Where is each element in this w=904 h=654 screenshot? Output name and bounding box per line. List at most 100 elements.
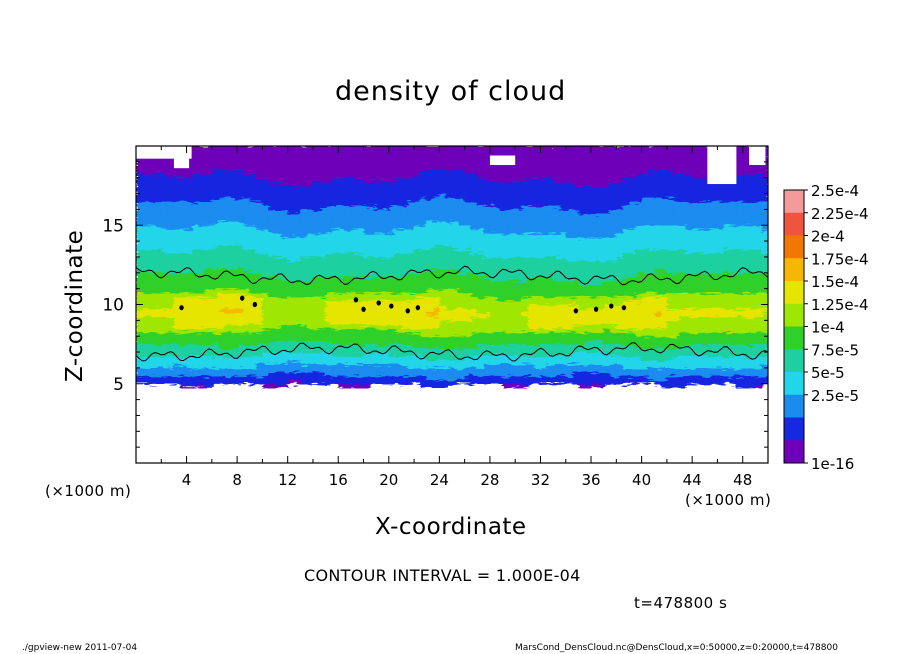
- density-cell: [268, 192, 276, 199]
- density-cell: [597, 327, 605, 333]
- density-cell: [439, 303, 447, 310]
- density-cell: [584, 367, 592, 373]
- density-cell: [508, 379, 516, 385]
- density-cell: [205, 327, 213, 333]
- density-cell: [237, 371, 245, 377]
- density-cell: [376, 363, 384, 369]
- density-cell: [331, 347, 340, 353]
- density-cell: [572, 311, 580, 317]
- density-cell: [325, 315, 333, 321]
- density-cell: [502, 240, 510, 246]
- density-cell: [199, 319, 207, 325]
- density-cell: [546, 204, 554, 210]
- density-cell: [489, 371, 498, 377]
- density-cell: [243, 367, 251, 373]
- density-cell: [452, 343, 460, 349]
- density-cell: [300, 232, 308, 238]
- density-cell: [584, 268, 592, 274]
- density-cell: [477, 161, 485, 167]
- density-cell: [546, 161, 554, 167]
- density-cell: [357, 319, 365, 325]
- density-cell: [205, 323, 213, 329]
- density-cell: [148, 339, 156, 345]
- density-cell: [515, 248, 523, 254]
- density-cell: [161, 359, 169, 365]
- density-cell: [224, 343, 232, 349]
- density-cell: [388, 292, 396, 298]
- density-cell: [205, 264, 213, 270]
- density-cell: [426, 276, 434, 282]
- density-cell: [414, 244, 422, 250]
- density-cell: [161, 367, 169, 373]
- density-cell: [470, 252, 479, 258]
- density-cell: [439, 212, 447, 218]
- density-cell: [161, 288, 169, 294]
- density-cell: [420, 177, 428, 183]
- density-cell: [154, 161, 163, 167]
- density-cell: [445, 307, 453, 314]
- density-cell: [445, 260, 453, 266]
- density-cell: [395, 252, 403, 258]
- density-cell: [508, 260, 516, 266]
- density-cell: [496, 212, 504, 218]
- density-cell: [521, 173, 529, 179]
- density-cell: [641, 188, 649, 195]
- density-cell: [464, 367, 472, 373]
- density-cell: [483, 188, 491, 195]
- density-cell: [546, 165, 554, 171]
- density-cell: [344, 371, 352, 377]
- density-cell: [249, 375, 257, 381]
- density-cell: [452, 192, 460, 199]
- density-cell: [489, 181, 498, 187]
- density-cell: [180, 292, 188, 298]
- density-cell: [534, 212, 542, 218]
- density-cell: [414, 288, 422, 294]
- density-cell: [489, 216, 498, 222]
- density-cell: [654, 319, 662, 325]
- density-cell: [136, 252, 144, 258]
- density-cell: [382, 244, 390, 250]
- density-cell: [395, 208, 403, 214]
- density-cell: [508, 311, 516, 317]
- density-cell: [508, 347, 516, 353]
- density-cell: [546, 153, 554, 159]
- density-cell: [230, 276, 238, 282]
- density-cell: [603, 375, 611, 381]
- density-cell: [420, 363, 428, 369]
- density-cell: [597, 299, 605, 306]
- density-cell: [521, 232, 529, 238]
- density-cell: [281, 169, 289, 175]
- density-cell: [167, 367, 175, 373]
- density-cell: [572, 212, 580, 218]
- density-cell: [616, 161, 624, 167]
- density-cell: [388, 224, 396, 230]
- density-cell: [262, 367, 270, 373]
- density-cell: [230, 299, 238, 306]
- density-cell: [300, 295, 308, 302]
- density-cell: [470, 200, 479, 207]
- density-cell: [477, 347, 485, 353]
- density-cell: [502, 192, 510, 199]
- density-cell: [249, 169, 257, 175]
- density-cell: [496, 359, 504, 365]
- density-cell: [300, 188, 308, 195]
- density-cell: [382, 264, 390, 270]
- density-cell: [641, 169, 649, 175]
- density-cell: [376, 343, 384, 349]
- density-cell: [167, 212, 175, 218]
- density-cell: [414, 280, 422, 286]
- density-cell: [161, 192, 169, 199]
- density-cell: [622, 177, 630, 183]
- density-cell: [572, 347, 580, 353]
- density-cell: [142, 379, 150, 385]
- density-cell: [452, 264, 460, 270]
- density-cell: [338, 363, 346, 369]
- density-cell: [433, 292, 441, 298]
- density-cell: [294, 236, 302, 242]
- density-cell: [319, 256, 327, 262]
- density-cell: [376, 248, 384, 254]
- density-cell: [136, 248, 144, 254]
- density-cell: [647, 200, 656, 207]
- density-cell: [407, 276, 415, 282]
- density-cell: [597, 185, 605, 191]
